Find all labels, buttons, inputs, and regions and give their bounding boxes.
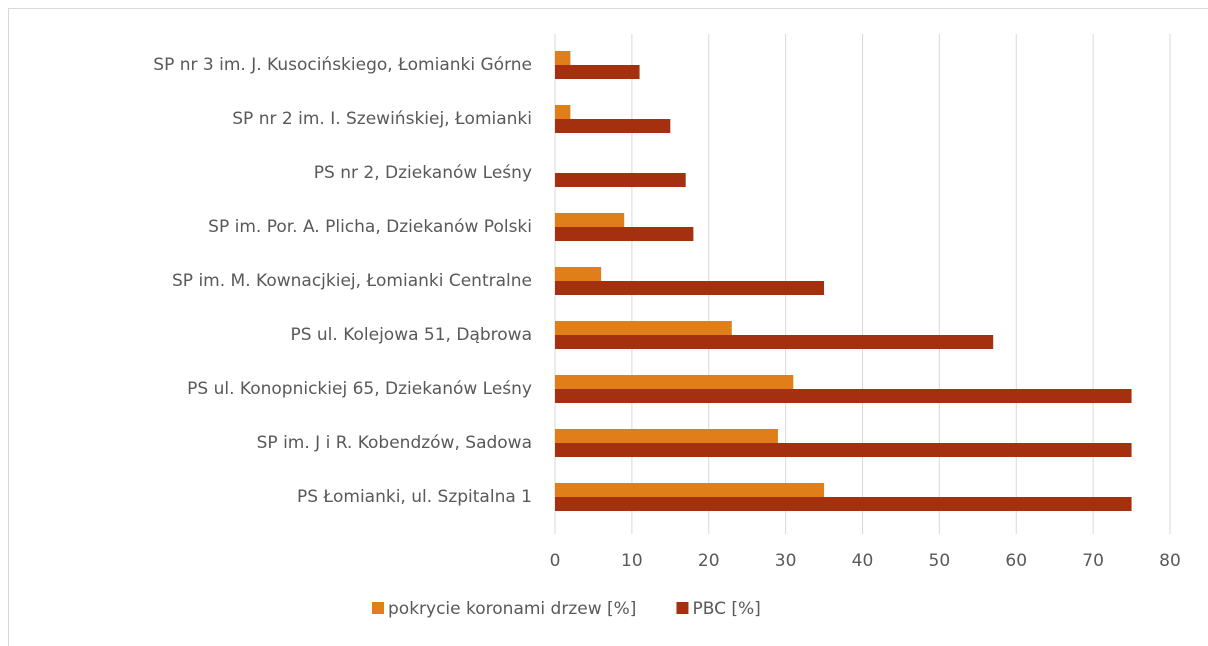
- bar: [555, 105, 571, 119]
- x-tick-label: 80: [1159, 551, 1181, 571]
- y-tick-label: SP nr 2 im. I. Szewińskiej, Łomianki: [232, 109, 532, 129]
- y-tick-label: PS ul. Konopnickiej 65, Dziekanów Leśny: [187, 379, 532, 399]
- y-tick-label: SP im. Por. A. Plicha, Dziekanów Polski: [208, 217, 532, 237]
- legend-swatch: [676, 602, 689, 614]
- x-tick-label: 40: [852, 551, 874, 571]
- x-tick-label: 50: [929, 551, 951, 571]
- y-tick-label: PS ul. Kolejowa 51, Dąbrowa: [290, 325, 532, 345]
- x-tick-label: 20: [698, 551, 720, 571]
- bar: [555, 389, 1132, 403]
- x-tick-label: 0: [550, 551, 561, 571]
- legend-swatch: [372, 602, 384, 614]
- bar: [555, 227, 694, 241]
- x-tick-label: 10: [621, 551, 643, 571]
- chart-frame: [8, 8, 1208, 646]
- bar: [555, 375, 794, 389]
- bar: [555, 281, 825, 295]
- bar: [555, 483, 825, 497]
- y-tick-label: SP im. J i R. Kobendzów, Sadowa: [257, 433, 532, 453]
- x-tick-label: 70: [1082, 551, 1104, 571]
- y-tick-label: SP im. M. Kownacjkiej, Łomianki Centraln…: [172, 271, 532, 291]
- bar: [555, 213, 625, 227]
- bar: [555, 267, 602, 281]
- bar: [555, 119, 671, 133]
- legend-label: pokrycie koronami drzew [%]: [388, 599, 636, 619]
- bar: [555, 497, 1132, 511]
- legend-label: PBC [%]: [692, 599, 760, 619]
- bar: [555, 65, 640, 79]
- bar: [555, 443, 1132, 457]
- y-tick-label: PS nr 2, Dziekanów Leśny: [314, 163, 532, 183]
- bar: [555, 335, 994, 349]
- bar: [555, 51, 571, 65]
- x-tick-label: 60: [1005, 551, 1027, 571]
- y-tick-label: PS Łomianki, ul. Szpitalna 1: [297, 487, 532, 507]
- x-tick-label: 30: [775, 551, 797, 571]
- bar: [555, 321, 732, 335]
- y-tick-label: SP nr 3 im. J. Kusocińskiego, Łomianki G…: [153, 55, 532, 75]
- bar: [555, 429, 778, 443]
- bar: [555, 173, 686, 187]
